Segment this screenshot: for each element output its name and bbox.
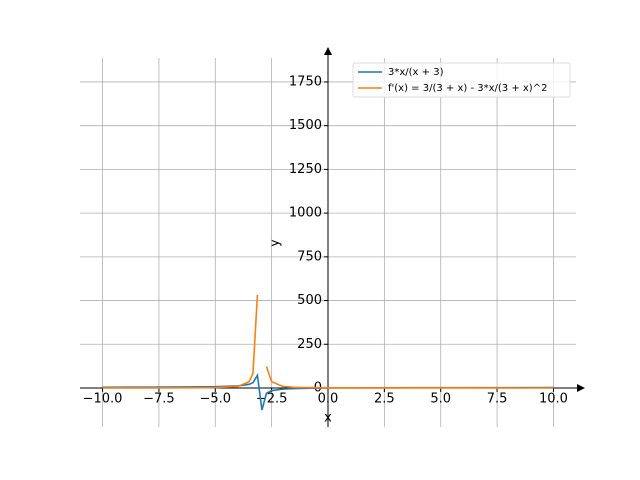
y-axis-arrow [324,47,332,55]
x-tick-label: −7.5 [143,392,175,407]
y-tick-label: 500 [297,293,322,308]
y-tick-label: 250 [297,337,322,352]
y-tick-label: 1750 [289,74,322,89]
legend-box [352,62,571,98]
x-tick-label: −10.0 [83,392,123,407]
x-tick-label: 7.5 [487,392,508,407]
series-line [102,294,554,389]
legend-label: f'(x) = 3/(3 + x) - 3*x/(3 + x)^2 [388,83,547,94]
y-axis-label: y [268,239,283,247]
y-tick-label: 750 [297,249,322,264]
legend-label: 3*x/(x + 3) [388,67,444,78]
x-axis-arrow [577,384,585,393]
x-tick-label: 2.5 [374,392,395,407]
x-tick-label: −5.0 [199,392,231,407]
y-tick-label: 1250 [289,162,322,177]
y-tick-label: 1500 [289,118,322,133]
x-tick-label: 10.0 [539,392,568,407]
x-tick-label: 5.0 [430,392,451,407]
y-tick-label: 1000 [289,206,322,221]
